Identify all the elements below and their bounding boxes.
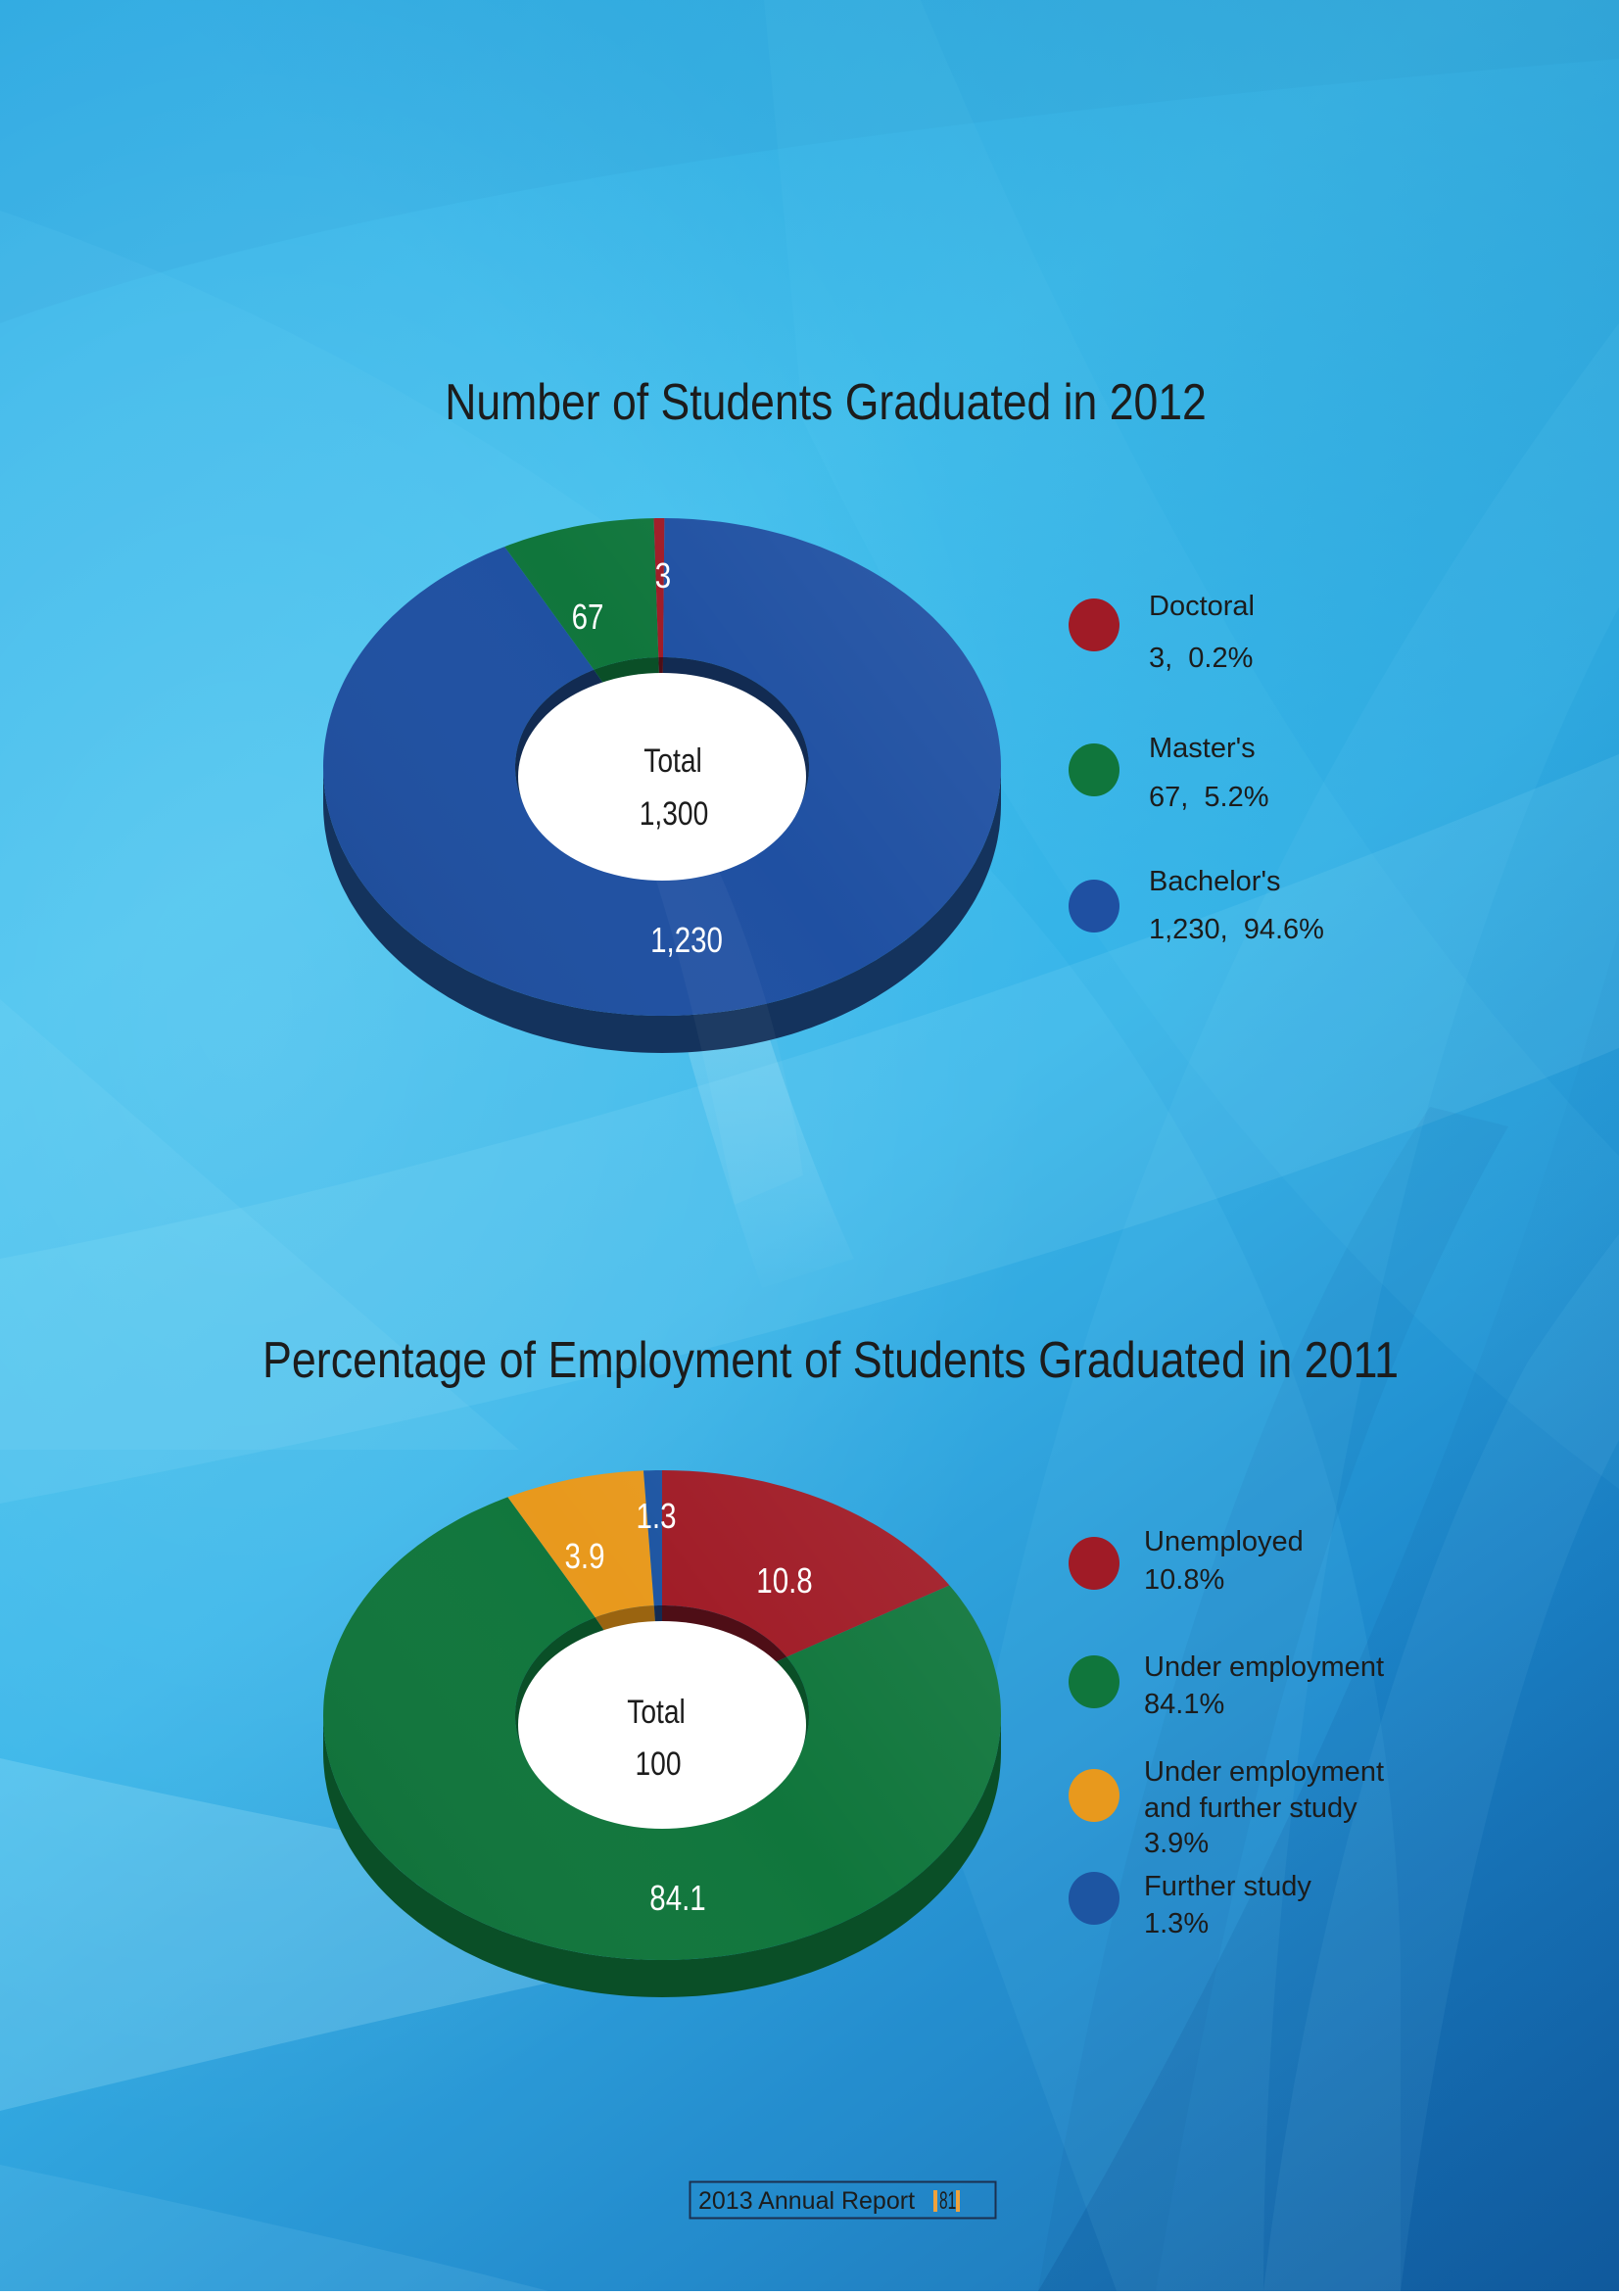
svg-text:2013 Annual Report: 2013 Annual Report xyxy=(698,2187,915,2215)
svg-text:81: 81 xyxy=(939,2187,956,2215)
svg-text:10.8: 10.8 xyxy=(756,1560,812,1600)
svg-text:100: 100 xyxy=(635,1746,681,1783)
svg-text:Under employment: Under employment xyxy=(1144,1756,1384,1788)
svg-text:Under employment: Under employment xyxy=(1144,1651,1384,1683)
svg-text:1.3%: 1.3% xyxy=(1144,1908,1209,1939)
svg-text:Percentage of Employment of St: Percentage of Employment of Students Gra… xyxy=(262,1332,1399,1389)
svg-text:1,300: 1,300 xyxy=(640,795,709,833)
svg-text:Total: Total xyxy=(627,1694,686,1731)
svg-text:67: 67 xyxy=(572,597,604,636)
svg-text:84.1%: 84.1% xyxy=(1144,1689,1224,1720)
svg-text:and further study: and further study xyxy=(1144,1793,1357,1824)
svg-text:1.3: 1.3 xyxy=(636,1496,676,1535)
svg-text:Bachelor's: Bachelor's xyxy=(1149,866,1281,897)
svg-text:10.8%: 10.8% xyxy=(1144,1564,1224,1596)
svg-text:67, 5.2%: 67, 5.2% xyxy=(1149,782,1269,813)
svg-text:1,230, 94.6%: 1,230, 94.6% xyxy=(1149,914,1324,945)
svg-text:Master's: Master's xyxy=(1149,733,1256,764)
svg-text:3.9: 3.9 xyxy=(564,1536,604,1575)
svg-text:Number of Students Graduated i: Number of Students Graduated in 2012 xyxy=(445,374,1207,431)
svg-text:84.1: 84.1 xyxy=(649,1878,705,1917)
svg-text:Further study: Further study xyxy=(1144,1871,1311,1902)
svg-text:3: 3 xyxy=(655,555,671,595)
svg-text:Unemployed: Unemployed xyxy=(1144,1526,1304,1557)
svg-text:1,230: 1,230 xyxy=(650,920,723,959)
svg-text:3.9%: 3.9% xyxy=(1144,1828,1209,1859)
svg-text:3, 0.2%: 3, 0.2% xyxy=(1149,643,1253,674)
svg-text:Doctoral: Doctoral xyxy=(1149,591,1255,622)
svg-text:Total: Total xyxy=(643,742,702,780)
